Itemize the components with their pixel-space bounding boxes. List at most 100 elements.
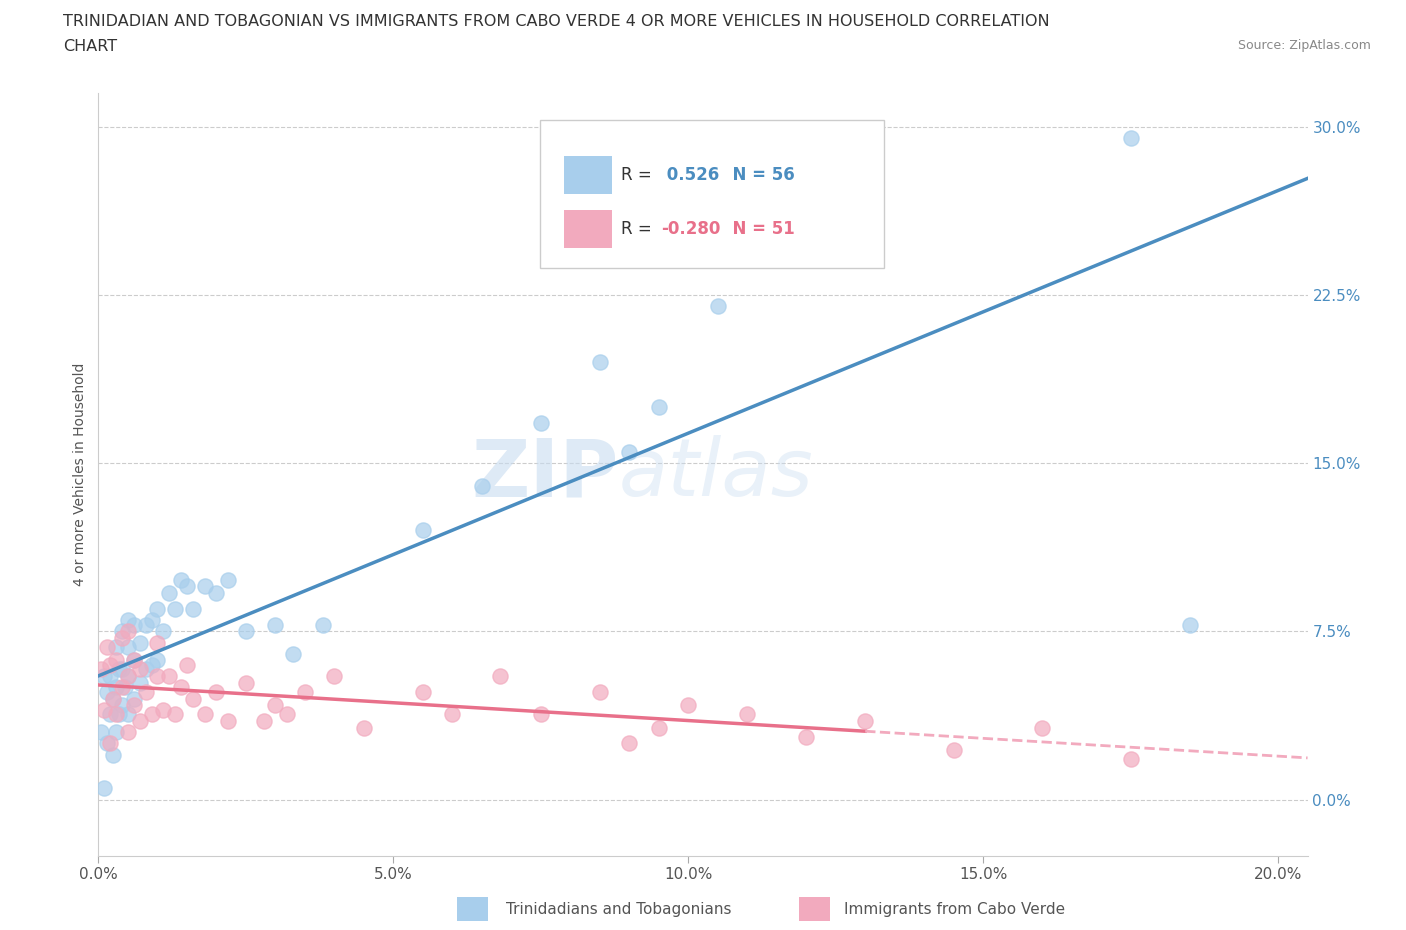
Point [264,698,287,712]
Point [114,680,136,695]
Point [122,653,145,668]
FancyBboxPatch shape [540,120,884,269]
Text: CHART: CHART [63,39,117,54]
Point [205,684,228,699]
Point [165,707,187,722]
Point [96,684,118,699]
Point [98,707,121,722]
Point [264,618,287,632]
Point [170,572,193,587]
Point [678,698,700,712]
Point [111,631,134,645]
Point [93,669,115,684]
Point [122,618,145,632]
Point [217,572,239,587]
Point [530,416,553,431]
Point [706,299,728,313]
Point [217,713,239,728]
Point [122,653,145,668]
Point [152,702,174,717]
Point [1031,721,1053,736]
Point [117,669,139,684]
Point [765,220,787,235]
Point [93,781,115,796]
Point [353,721,375,736]
Point [252,713,274,728]
Point [412,523,434,538]
Point [157,669,180,684]
Point [111,680,134,695]
Point [105,724,128,739]
Point [146,653,169,668]
Text: N = 51: N = 51 [721,219,794,238]
FancyBboxPatch shape [564,156,613,194]
Point [181,691,204,706]
Point [117,613,139,628]
Point [101,691,124,706]
Point [471,478,494,493]
Point [157,586,180,601]
Point [488,669,510,684]
Point [98,658,121,672]
Point [117,640,139,655]
Point [323,669,346,684]
Point [101,747,124,762]
Point [181,602,204,617]
Point [117,669,139,684]
Point [135,684,157,699]
Point [648,721,671,736]
Text: atlas: atlas [619,435,813,513]
Point [98,669,121,684]
Point [101,691,124,706]
Point [146,635,169,650]
Text: Source: ZipAtlas.com: Source: ZipAtlas.com [1237,39,1371,52]
Point [111,662,134,677]
Point [108,662,131,677]
Point [735,707,758,722]
Text: TRINIDADIAN AND TOBAGONIAN VS IMMIGRANTS FROM CABO VERDE 4 OR MORE VEHICLES IN H: TRINIDADIAN AND TOBAGONIAN VS IMMIGRANTS… [63,14,1050,29]
Point [942,743,965,758]
Point [441,707,464,722]
Point [294,684,316,699]
Point [117,707,139,722]
Point [105,640,128,655]
Point [141,658,163,672]
Point [146,602,169,617]
Point [205,586,228,601]
Text: Trinidadians and Tobagonians: Trinidadians and Tobagonians [506,902,731,917]
Point [122,691,145,706]
Point [141,707,163,722]
Point [194,707,217,722]
Point [146,669,169,684]
Point [152,624,174,639]
Point [98,736,121,751]
Y-axis label: 4 or more Vehicles in Household: 4 or more Vehicles in Household [73,363,87,586]
Point [794,729,817,744]
Point [128,662,150,677]
Point [96,640,118,655]
Point [135,618,157,632]
Text: -0.280: -0.280 [661,219,720,238]
Text: 0.526: 0.526 [661,166,718,184]
FancyBboxPatch shape [564,209,613,247]
Point [235,624,257,639]
Point [117,724,139,739]
Point [276,707,298,722]
Text: N = 56: N = 56 [721,166,794,184]
Point [1119,751,1142,766]
Point [90,724,112,739]
Point [128,713,150,728]
Text: R =: R = [621,166,657,184]
Text: ZIP: ZIP [471,435,619,513]
Point [530,707,553,722]
Point [105,680,128,695]
Point [111,624,134,639]
Point [194,579,217,594]
Point [108,707,131,722]
Point [619,445,641,459]
Point [176,579,198,594]
Point [96,736,118,751]
Text: R =: R = [621,219,657,238]
Point [1119,130,1142,145]
Point [281,646,304,661]
